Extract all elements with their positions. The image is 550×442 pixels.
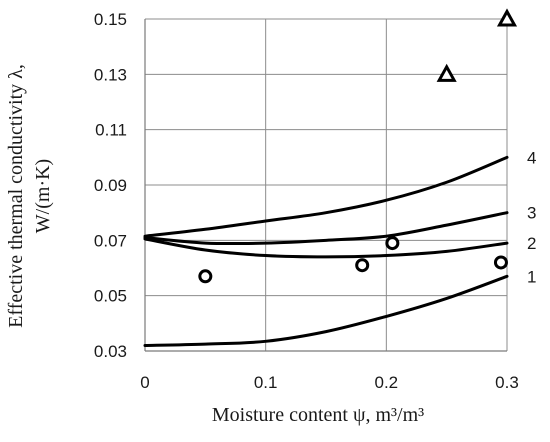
y-tick-label: 0.03 <box>94 342 127 361</box>
curve-2 <box>143 237 509 259</box>
y-tick-label: 0.13 <box>94 65 127 84</box>
circle-marker <box>198 269 213 284</box>
y-tick-label: 0.05 <box>94 287 127 306</box>
y-tick-label: 0.09 <box>94 176 127 195</box>
y-axis-ticks: 0.03 0.05 0.07 0.09 0.11 0.13 0.15 <box>94 10 127 361</box>
curve-label-1: 1 <box>527 267 536 286</box>
x-tick-label: 0.1 <box>254 373 278 392</box>
curve-label-4: 4 <box>527 148 536 167</box>
chart-points <box>198 8 518 284</box>
curve-1 <box>143 274 509 347</box>
y-axis-title-line2: W/(m·K) <box>32 159 54 233</box>
x-tick-label: 0 <box>140 373 149 392</box>
y-axis-title: Effective thermal conductivity λ, <box>5 64 27 328</box>
circle-marker <box>355 258 370 273</box>
triangle-marker <box>436 63 457 82</box>
chart-curves <box>143 155 509 347</box>
y-tick-label: 0.07 <box>94 231 127 250</box>
curve-4 <box>143 155 509 238</box>
curve-3 <box>143 211 509 246</box>
circle-marker <box>493 255 508 270</box>
y-axis-unit: W/(m·K) <box>32 159 54 233</box>
chart-curve-labels: 1 2 3 4 <box>527 148 536 286</box>
y-axis-title-line1: Effective thermal conductivity λ, <box>5 64 27 328</box>
curve-label-2: 2 <box>527 234 536 253</box>
x-axis-ticks: 0 0.1 0.2 0.3 <box>140 373 519 392</box>
chart-grid <box>144 18 508 352</box>
y-tick-label: 0.15 <box>94 10 127 29</box>
circle-marker <box>385 236 400 251</box>
x-axis-title: Moisture content ψ, m³/m³ <box>212 404 424 426</box>
curve-label-3: 3 <box>527 204 536 223</box>
x-tick-label: 0.2 <box>375 373 399 392</box>
triangle-marker <box>496 8 518 27</box>
x-tick-label: 0.3 <box>495 373 519 392</box>
y-tick-label: 0.11 <box>95 121 127 140</box>
